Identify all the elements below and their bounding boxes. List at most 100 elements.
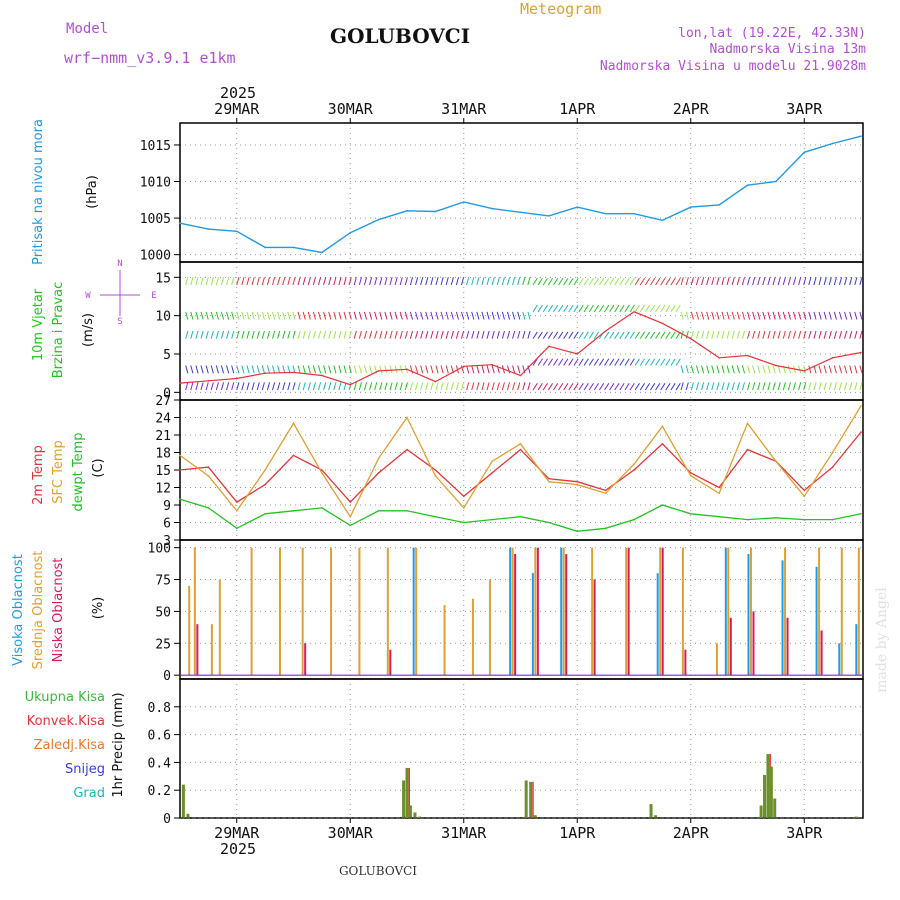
wind-barb <box>772 277 776 286</box>
cloud-bar <box>471 598 474 676</box>
wind-barb <box>527 330 531 339</box>
pressure-line-point <box>491 207 493 210</box>
temp-series-line-point <box>377 457 380 460</box>
precip-bar <box>524 780 528 818</box>
precip-bar <box>402 780 406 818</box>
wind-barb <box>241 277 245 286</box>
wind-barb <box>859 382 863 391</box>
wind-barb <box>598 277 605 286</box>
wind-barb <box>312 382 316 391</box>
wind-barb <box>343 311 347 320</box>
wind-barb <box>721 277 725 286</box>
wind-barb <box>782 311 786 320</box>
precip-bar <box>181 784 185 818</box>
wind-barb <box>333 382 337 391</box>
wind-barb <box>220 311 225 320</box>
cloud-bar <box>818 547 821 676</box>
location-title: GOLUBOVCI <box>330 24 470 48</box>
wind-barb <box>660 383 666 391</box>
wind-barb <box>266 330 271 339</box>
wind-barb <box>634 358 640 366</box>
wind-barb <box>261 365 265 374</box>
wind-barb <box>277 330 281 339</box>
wind-barb <box>772 311 776 320</box>
cloud-bar <box>188 585 191 676</box>
wind-barb <box>747 382 751 391</box>
wind-barb <box>246 311 250 320</box>
temp2m-ylabel: 2m Temp <box>31 445 46 505</box>
wind-barb <box>532 383 538 391</box>
wind-barb <box>348 382 352 391</box>
wind-barb <box>466 365 470 374</box>
wind-barb <box>859 365 863 374</box>
wind-barb <box>394 311 398 320</box>
cloud-bar <box>838 643 841 676</box>
wind-barb <box>665 383 671 391</box>
pressure-line-point <box>406 209 408 212</box>
temperature-panel: 3 6 9 12 15 18 21 24 27 <box>155 394 864 549</box>
wind-barb <box>644 383 651 391</box>
wind-barb <box>849 365 853 374</box>
wind-barb <box>757 382 761 391</box>
wind-barb <box>231 365 235 374</box>
wind-barb <box>338 382 342 391</box>
cloud-bar <box>278 547 281 676</box>
mid-cloud-ylabel: Srednja Oblacnost <box>31 551 46 670</box>
temp-series-line-point <box>292 422 295 425</box>
cloud-bar <box>386 547 389 676</box>
wind-barb <box>251 330 255 339</box>
wind-barb <box>598 358 605 366</box>
wind-barb <box>261 382 265 391</box>
wind-barb <box>695 311 700 320</box>
wind-barb <box>190 382 194 391</box>
wind-barb <box>680 382 684 391</box>
top-time-axis: 29MAR 30MAR 31MAR 1APR 2APR 3APR <box>214 100 823 123</box>
wind-barb <box>445 365 449 374</box>
wind-barb <box>445 277 449 286</box>
wind-barb <box>251 311 255 320</box>
wind-unit: (m/s) <box>81 313 96 347</box>
wind-barb <box>629 304 635 313</box>
wind-barb <box>854 382 858 391</box>
wind-barb <box>506 365 511 374</box>
precip-bar <box>654 815 658 818</box>
wind-barb <box>558 277 564 286</box>
wind-barb <box>808 277 812 286</box>
y-tick-label: 9 <box>163 499 171 514</box>
wind-barb <box>563 304 569 313</box>
y-tick-label: 6 <box>163 517 171 532</box>
wind-barb <box>195 277 199 286</box>
temp-series-line-point <box>321 469 323 471</box>
wind-barb <box>409 311 414 320</box>
wind-barb <box>844 382 848 391</box>
wind-barb <box>517 277 521 286</box>
precip-bar <box>763 774 767 818</box>
wind-barb <box>420 382 424 391</box>
temp-series-line-point <box>235 527 238 530</box>
wind-barb <box>792 330 797 339</box>
wind-barb <box>542 331 548 339</box>
cloud-bar <box>565 554 568 676</box>
wind-barb <box>190 330 194 339</box>
pressure-line-point <box>321 251 323 254</box>
temp-series-line-point <box>661 504 664 506</box>
wind-barb <box>854 277 858 286</box>
wind-barb <box>297 382 301 391</box>
wind-barb <box>532 358 538 366</box>
y-tick-label: 27 <box>155 394 171 409</box>
wind-barb <box>762 277 766 286</box>
wind-barb <box>358 311 362 320</box>
wind-barb <box>808 382 812 391</box>
wind-barb <box>348 277 352 286</box>
wind-barb <box>277 277 281 286</box>
wind-barb <box>394 382 398 391</box>
wind-barb <box>782 277 786 286</box>
cloud-bar <box>724 547 727 676</box>
wind-barb <box>384 277 388 286</box>
wind-barb <box>333 277 337 286</box>
wind-speed-line-point <box>235 377 238 380</box>
wind-barb <box>598 304 605 313</box>
wind-barb <box>741 382 746 391</box>
wind-barb <box>547 331 554 339</box>
top-date-label: 3APR <box>786 100 823 118</box>
